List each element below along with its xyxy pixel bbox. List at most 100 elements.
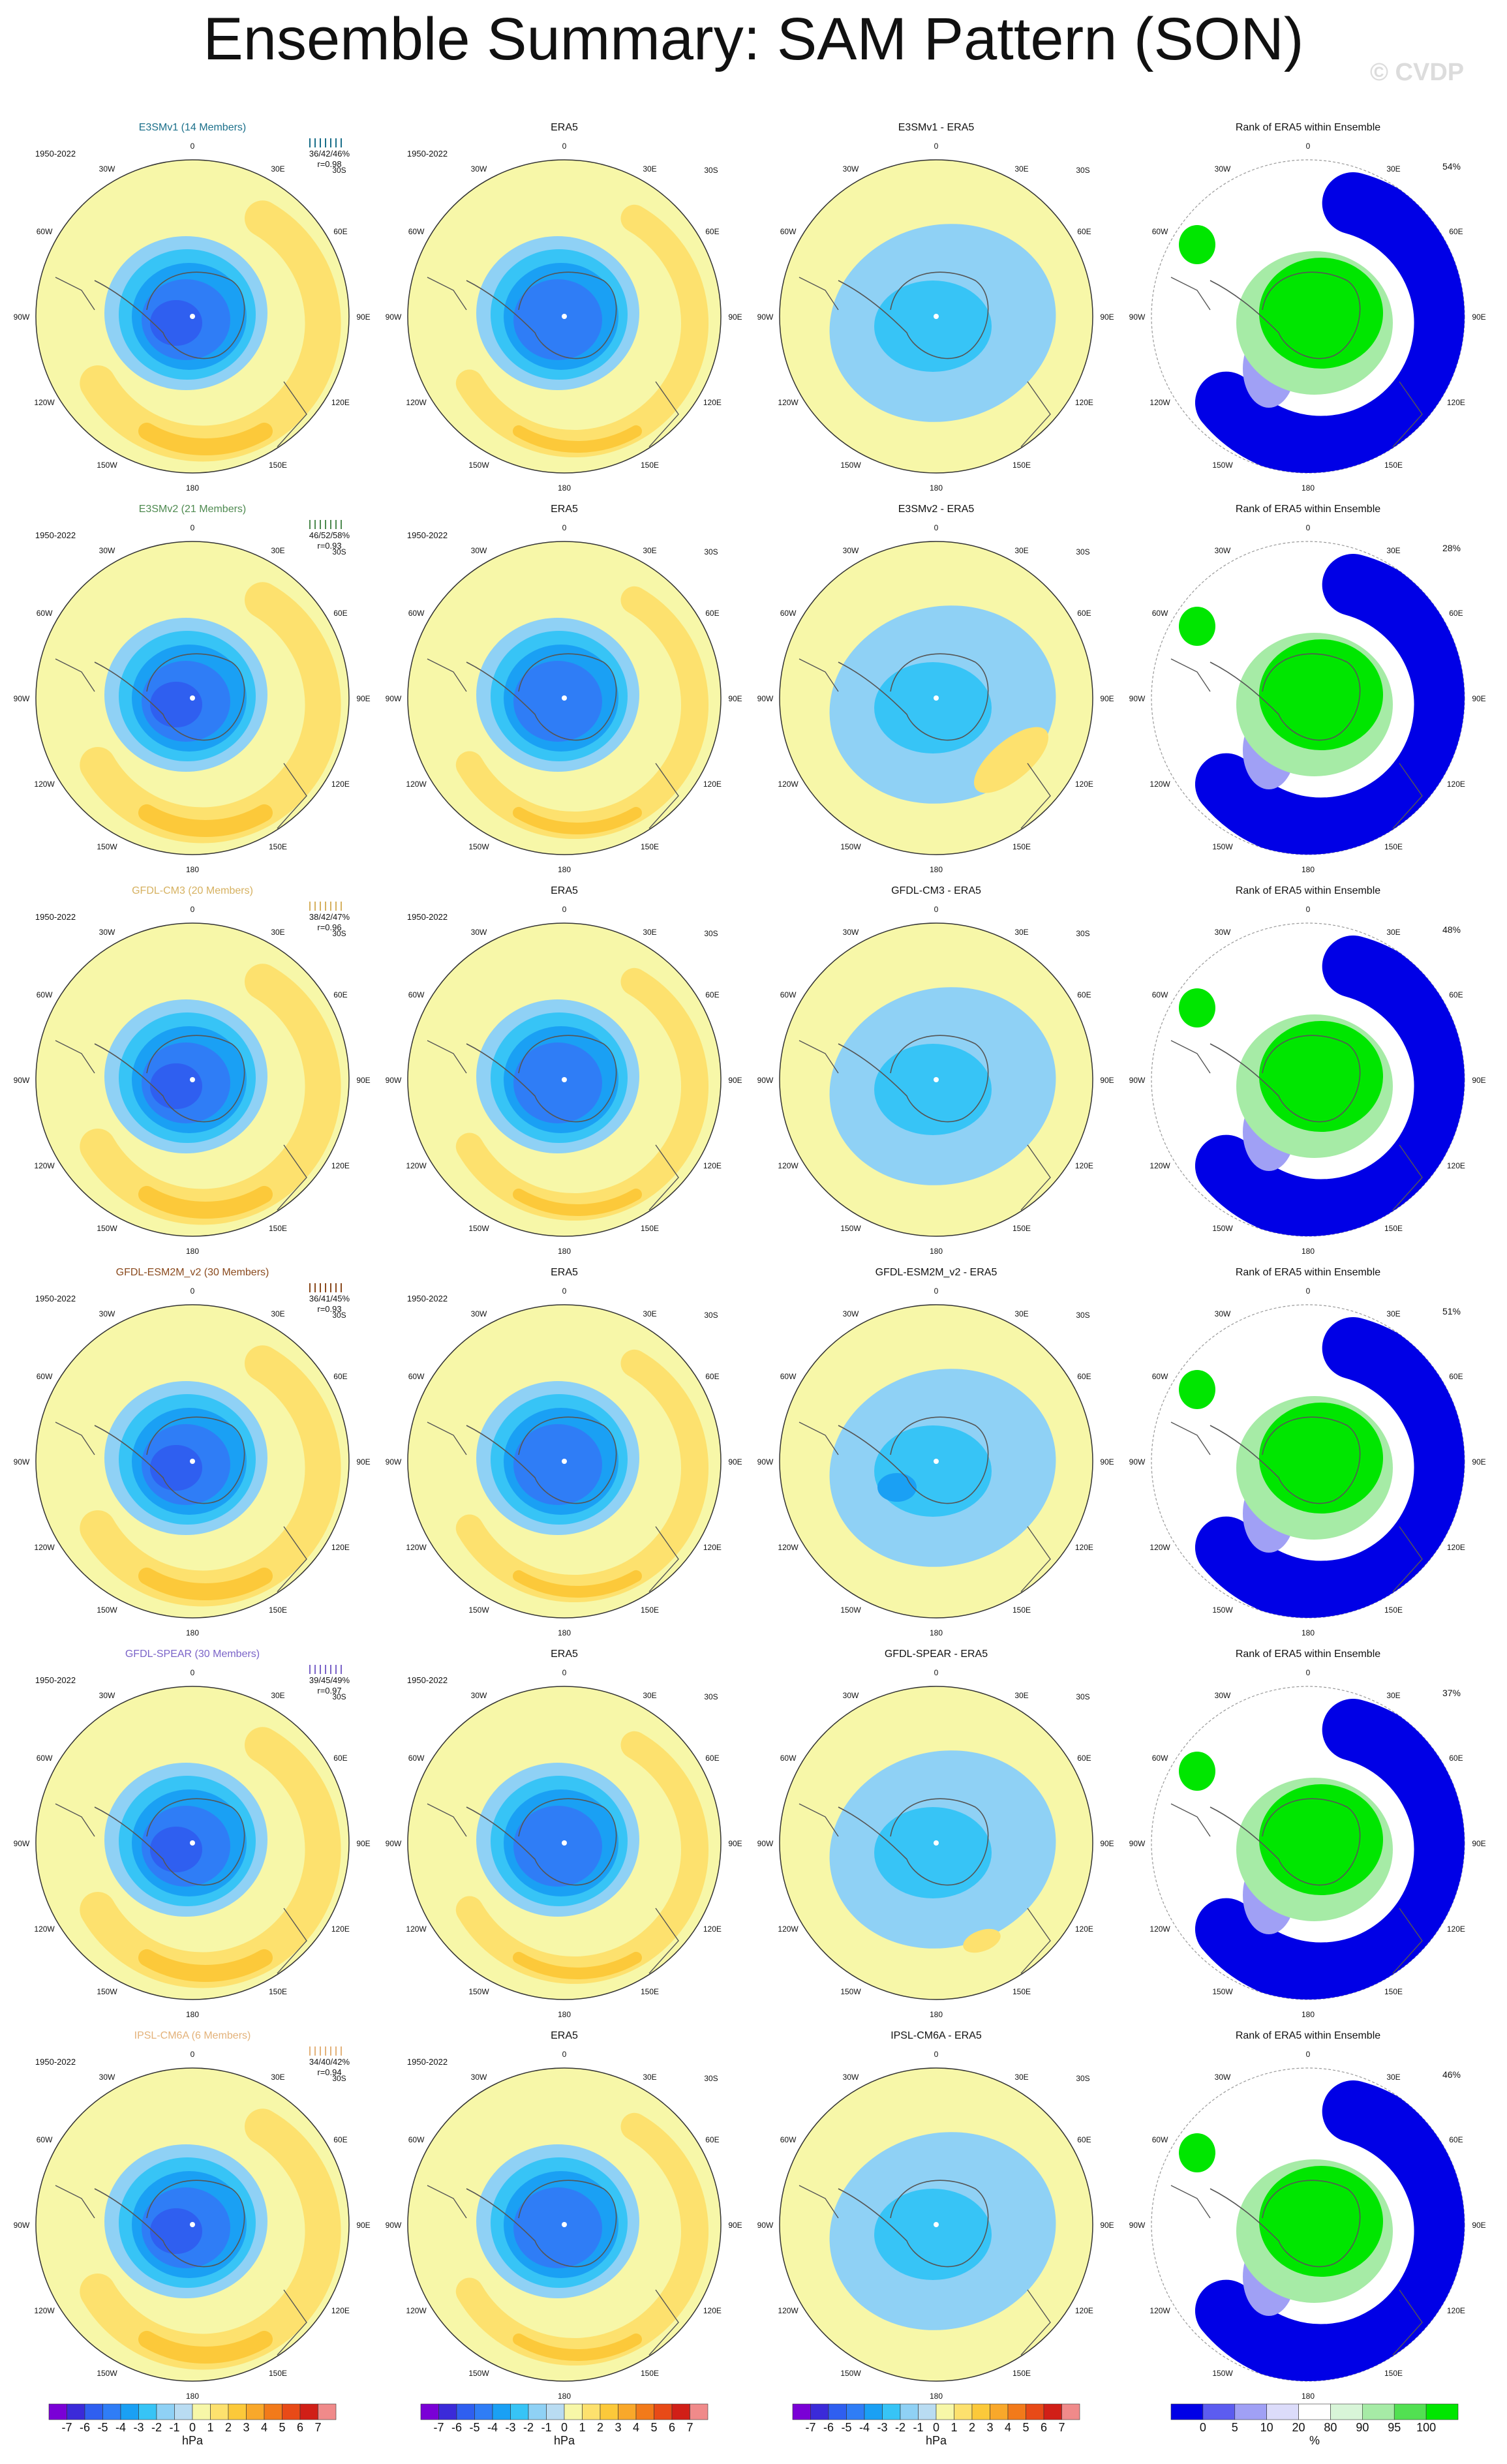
south-america-coastline — [799, 1803, 839, 1837]
latitude-label: 30S — [332, 547, 346, 556]
longitude-label: 30W — [1215, 2073, 1231, 2082]
latitude-label: 30S — [704, 166, 718, 175]
longitude-label: 120E — [331, 780, 350, 789]
colorbar-swatch — [156, 2403, 175, 2420]
longitude-label: 150W — [468, 1224, 489, 1233]
contour-band — [1195, 172, 1465, 473]
colorbar-swatch — [1007, 2403, 1026, 2420]
latitude-label: 30S — [1076, 1311, 1089, 1320]
longitude-label: 60W — [408, 1754, 425, 1763]
south-pole-marker — [562, 314, 567, 319]
colorbar-tick-label: 1 — [951, 2421, 957, 2434]
longitude-label: 120W — [778, 1543, 799, 1552]
longitude-label: 30W — [843, 1309, 859, 1318]
panel-title: IPSL-CM6A - ERA5 — [890, 2030, 982, 2041]
colorbar-unit: hPa — [926, 2434, 947, 2447]
australia-coastline — [277, 1526, 307, 1592]
colorbar-tick-label: 0 — [561, 2421, 568, 2434]
map-panel-r0-c1: ERA5 1950-2022 30S 0 30E 60E 90E 120E 150E 180 150… — [386, 122, 742, 493]
longitude-label: 60W — [780, 609, 797, 618]
period-label: 1950-2022 — [35, 149, 76, 159]
longitude-label: 120W — [1149, 2306, 1170, 2315]
period-label: 1950-2022 — [407, 530, 448, 540]
colorbar-swatch — [792, 2403, 811, 2420]
longitude-label: 180 — [558, 1628, 571, 1637]
australia-coastline — [1020, 381, 1051, 448]
panel-title: ERA5 — [551, 504, 578, 515]
longitude-label: 60W — [780, 990, 797, 999]
panel-title: GFDL-ESM2M_v2 - ERA5 — [875, 1267, 997, 1278]
longitude-label: 120E — [1447, 1543, 1465, 1552]
latitude-label: 30S — [1076, 547, 1089, 556]
longitude-label: 0 — [934, 1286, 939, 1296]
longitude-label: 0 — [562, 142, 567, 151]
colorbar-tick-label: -1 — [913, 2421, 923, 2434]
longitude-label: 150E — [641, 1605, 659, 1615]
colorbar-swatch — [84, 2403, 103, 2420]
colorbar-tick-label: -4 — [859, 2421, 870, 2434]
colorbar-tick-label: 6 — [1041, 2421, 1047, 2434]
longitude-label: 60W — [37, 227, 53, 236]
longitude-label: 30W — [99, 164, 115, 174]
colorbar-tick-label: 90 — [1356, 2421, 1369, 2434]
contour-region — [513, 661, 602, 742]
panel-title: GFDL-SPEAR - ERA5 — [885, 1649, 988, 1660]
longitude-label: 150W — [1212, 1605, 1233, 1615]
south-pole-marker — [190, 1840, 195, 1846]
longitude-label: 180 — [1302, 865, 1315, 874]
longitude-label: 90E — [1100, 1457, 1114, 1467]
south-america-coastline — [427, 1040, 467, 1074]
longitude-label: 90W — [14, 694, 30, 703]
south-pole-marker — [934, 2222, 939, 2227]
longitude-label: 90W — [1129, 2221, 1146, 2230]
rank-percentage: 51% — [1442, 1306, 1461, 1316]
longitude-label: 30W — [843, 928, 859, 937]
longitude-label: 120W — [778, 2306, 799, 2315]
longitude-label: 120E — [1447, 2306, 1465, 2315]
period-label: 1950-2022 — [35, 912, 76, 922]
longitude-label: 90W — [14, 1457, 30, 1467]
colorbar-swatch — [1266, 2403, 1299, 2420]
contour-region — [1179, 607, 1215, 646]
longitude-label: 150W — [840, 1224, 861, 1233]
contour-region — [150, 1445, 202, 1491]
contour-band — [1195, 935, 1465, 1236]
rank-percentage: 46% — [1442, 2069, 1461, 2080]
longitude-label: 150E — [1384, 842, 1403, 851]
australia-coastline — [1020, 763, 1051, 829]
longitude-label: 180 — [558, 2392, 571, 2401]
longitude-label: 90E — [1472, 2221, 1485, 2230]
colorbar-swatch — [528, 2403, 547, 2420]
colorbar-tick-label: -7 — [805, 2421, 815, 2434]
period-label: 1950-2022 — [407, 1675, 448, 1685]
longitude-label: 90E — [1100, 2221, 1114, 2230]
longitude-label: 90W — [1129, 1839, 1146, 1848]
antarctica-coastline — [94, 1416, 245, 1504]
longitude-label: 150E — [641, 2369, 659, 2378]
colorbar-swatch — [900, 2403, 919, 2420]
colorbar-swatch — [635, 2403, 654, 2420]
pattern-correlation: r=0.97 — [317, 1686, 341, 1696]
australia-coastline — [1020, 1526, 1051, 1592]
longitude-label: 180 — [558, 483, 571, 493]
map-panel-r2-c1: ERA5 1950-2022 30S 0 30E 60E 90E 120E 150E 180 150… — [386, 885, 742, 1256]
panel-title: GFDL-SPEAR (30 Members) — [125, 1649, 260, 1660]
australia-coastline — [1020, 2289, 1051, 2356]
colorbar-unit: hPa — [182, 2434, 204, 2447]
longitude-label: 180 — [930, 483, 943, 493]
pattern-correlation: r=0.93 — [317, 541, 341, 551]
colorbar-swatch — [48, 2403, 67, 2420]
ensemble-stats: 38/42/47% — [309, 912, 350, 922]
longitude-label: 150W — [1212, 1224, 1233, 1233]
longitude-label: 30E — [643, 1691, 656, 1700]
longitude-label: 150W — [1212, 1987, 1233, 1996]
australia-coastline — [1020, 1144, 1051, 1211]
longitude-label: 30E — [643, 164, 656, 174]
antarctica-coastline — [94, 1798, 245, 1886]
longitude-label: 30W — [471, 546, 487, 555]
longitude-label: 120W — [778, 398, 799, 407]
longitude-label: 120E — [1075, 398, 1093, 407]
south-america-coastline — [799, 658, 839, 692]
longitude-label: 90E — [356, 1839, 370, 1848]
longitude-label: 60E — [1449, 2135, 1463, 2144]
